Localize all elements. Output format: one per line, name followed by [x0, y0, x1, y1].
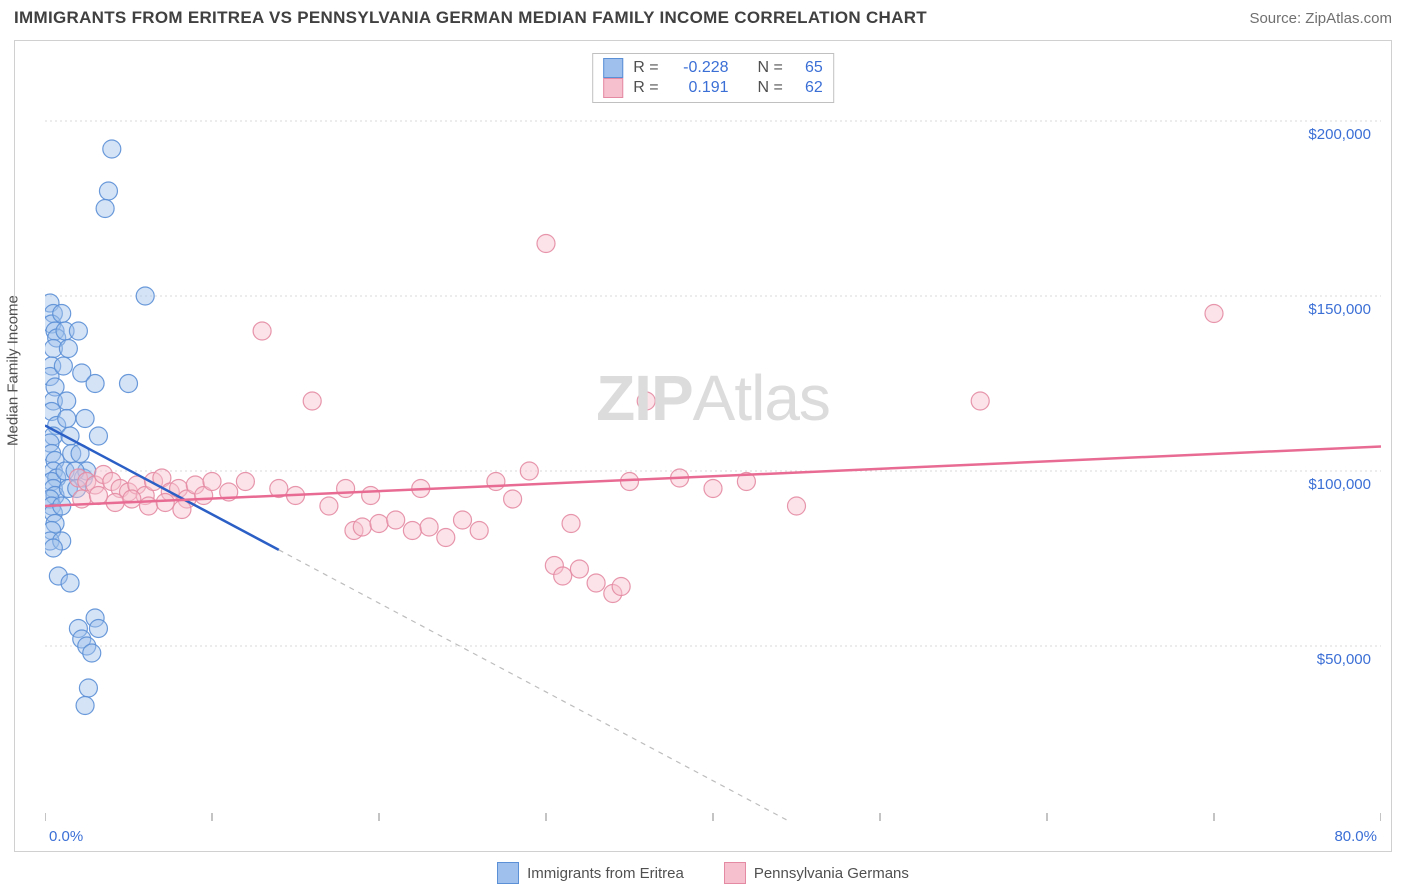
n-label: N =: [757, 79, 782, 97]
svg-text:$50,000: $50,000: [1317, 651, 1371, 668]
correlation-legend-row: R = -0.228 N = 65: [603, 58, 823, 78]
svg-text:$200,000: $200,000: [1308, 126, 1371, 143]
n-label: N =: [757, 59, 782, 77]
r-value: 0.191: [669, 79, 729, 97]
scatter-plot-svg: $50,000 $100,000 $150,000 $200,000: [45, 51, 1381, 821]
correlation-legend-row: R = 0.191 N = 62: [603, 78, 823, 98]
legend-swatch: [603, 58, 623, 78]
chart-title: IMMIGRANTS FROM ERITREA VS PENNSYLVANIA …: [14, 8, 927, 28]
legend-label: Pennsylvania Germans: [754, 865, 909, 882]
n-value: 65: [793, 59, 823, 77]
r-value: -0.228: [669, 59, 729, 77]
svg-text:$100,000: $100,000: [1308, 476, 1371, 493]
correlation-legend: R = -0.228 N = 65 R = 0.191 N = 62: [592, 53, 834, 103]
source-label: Source: ZipAtlas.com: [1249, 10, 1392, 27]
y-axis-label: Median Family Income: [5, 295, 22, 446]
series-legend: Immigrants from Eritrea Pennsylvania Germ…: [0, 862, 1406, 884]
legend-swatch: [603, 78, 623, 98]
plot-area: $50,000$100,000$150,000$200,000 ZIPAtlas…: [45, 51, 1381, 821]
x-tick-label: 0.0%: [49, 828, 83, 845]
n-value: 62: [793, 79, 823, 97]
r-label: R =: [633, 79, 658, 97]
legend-swatch: [497, 862, 519, 884]
legend-item: Immigrants from Eritrea: [497, 862, 684, 884]
x-tick-label: 80.0%: [1334, 828, 1377, 845]
header: IMMIGRANTS FROM ERITREA VS PENNSYLVANIA …: [0, 0, 1406, 34]
r-label: R =: [633, 59, 658, 77]
chart-container: Median Family Income $50,000$100,000$150…: [14, 40, 1392, 852]
legend-item: Pennsylvania Germans: [724, 862, 909, 884]
legend-label: Immigrants from Eritrea: [527, 865, 684, 882]
legend-swatch: [724, 862, 746, 884]
svg-text:$150,000: $150,000: [1308, 301, 1371, 318]
